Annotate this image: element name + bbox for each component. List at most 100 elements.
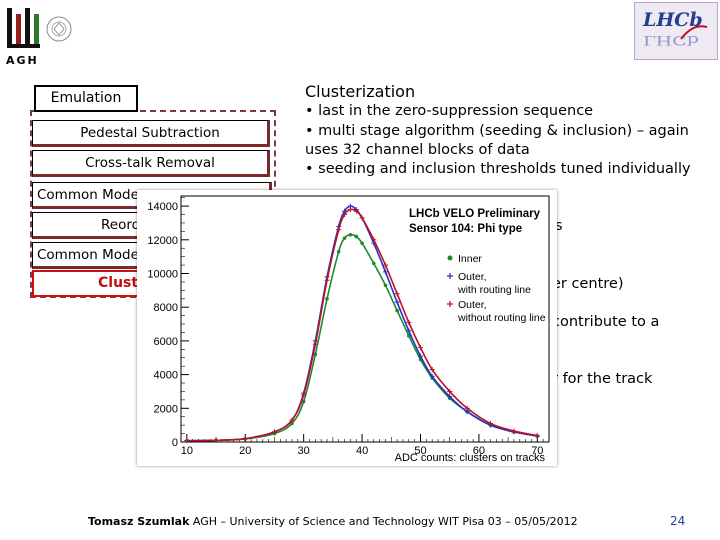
legend-marker [447,301,453,307]
x-tick-label: 40 [356,445,368,457]
legend-label-line: Outer, [458,271,487,283]
x-tick-label: 50 [414,445,426,457]
y-tick-label: 2000 [154,403,178,415]
data-point [301,399,306,404]
x-axis-label: ADC counts: clusters on tracks [395,452,546,464]
chart-axes: 10 20 30 40 50 60 70 0 2000 4000 6000 8000 10000 1200… [147,195,550,457]
data-point [336,227,342,233]
data-point [371,261,376,266]
data-point [325,296,329,301]
data-point [290,421,294,426]
data-point [534,433,540,439]
data-point [360,241,364,245]
data-point [417,345,423,351]
lhcb-logo: LHCb LHCb [634,2,718,60]
lhcb-swoosh-icon [680,25,708,40]
y-tick-label: 0 [172,437,178,449]
data-point [395,308,399,313]
y-tick-label: 8000 [154,302,178,314]
data-point [184,438,190,444]
data-point [382,262,388,268]
data-point [383,283,388,288]
data-point [429,367,435,373]
data-point [407,334,411,338]
y-tick-label: 6000 [154,336,178,348]
bullet-3: • seeding and inclusion thresholds tuned… [305,161,691,177]
data-point [348,232,353,237]
data-point [447,388,453,394]
lhcb-logo-text: LHCb [643,9,703,31]
data-point [336,249,341,254]
legend-label-line: Inner [458,253,482,265]
data-point [213,437,219,443]
bullet-2: • multi stage algorithm (seeding & inclu… [305,123,689,158]
data-point [417,353,423,359]
legend-label-line: with routing line [457,284,531,296]
y-tick-label: 10000 [147,269,178,281]
data-point [354,234,359,239]
footer-author: Tomasz Szumlak [88,515,190,528]
x-tick-label: 70 [531,445,543,457]
data-point [394,291,400,297]
data-point [353,208,359,214]
data-point [429,373,435,379]
data-point [371,237,377,243]
university-seal-icon [46,16,72,42]
footer-affiliation: AGH – University of Science and Technolo… [192,515,578,528]
cross-talk-removal-box: Cross-talk Removal [32,150,270,177]
chart-series [184,203,540,444]
x-tick-label: 30 [298,445,310,457]
x-tick-label: 10 [181,445,193,457]
text-fragment-4: r for the track [552,371,653,387]
agh-logo: AGH [6,6,46,67]
legend-marker [447,273,453,279]
section-title: Clusterization [305,82,416,101]
plot-frame [180,195,550,443]
footer: Tomasz Szumlak AGH – University of Scien… [88,515,578,528]
text-fragment-1: s [555,218,563,234]
data-point [394,299,400,305]
agh-emblem-icon [7,8,40,48]
data-point [511,428,517,434]
data-point [488,420,494,426]
emulation-box: Emulation [34,85,138,112]
text-fragment-3: contribute to a [552,314,660,330]
data-point [342,236,347,240]
y-tick-label: 12000 [147,235,178,247]
legend-marker [447,255,453,261]
legend-label: Inner [458,253,482,265]
pedestal-subtraction-box: Pedestal Subtraction [32,120,270,147]
x-tick-label: 20 [239,445,251,457]
chart-title: LHCb VELO Preliminary [409,208,541,220]
data-point [406,328,412,334]
legend-label-line: without routing line [457,312,546,324]
data-point [242,436,248,442]
data-point [271,429,277,435]
bullet-1: • last in the zero-suppression sequence [305,103,594,119]
text-fragment-2: er centre) [552,276,624,292]
y-tick-label: 14000 [147,201,178,213]
series-line-3 [186,208,538,442]
data-point [406,319,412,325]
adc-chart: 10 20 30 40 50 60 70 0 2000 4000 6000 8000 10000 1200… [137,190,557,466]
data-point [382,269,388,275]
data-point [289,417,295,423]
agh-logo-text: AGH [6,54,39,67]
x-tick-label: 60 [473,445,485,457]
legend-label: Outer, without routing line [457,299,546,324]
legend-label: Outer, with routing line [457,271,531,296]
data-point [347,206,353,212]
data-point [447,394,453,400]
chart-subtitle: Sensor 104: Phi type [409,223,522,235]
y-tick-label: 4000 [154,370,178,382]
legend-label-line: Outer, [458,299,487,311]
data-point [312,341,318,347]
data-point [301,392,307,398]
data-point [313,352,318,357]
data-point [464,405,470,411]
data-point [342,212,348,218]
page-number: 24 [670,514,686,528]
data-point [359,215,365,221]
data-point [324,277,330,283]
